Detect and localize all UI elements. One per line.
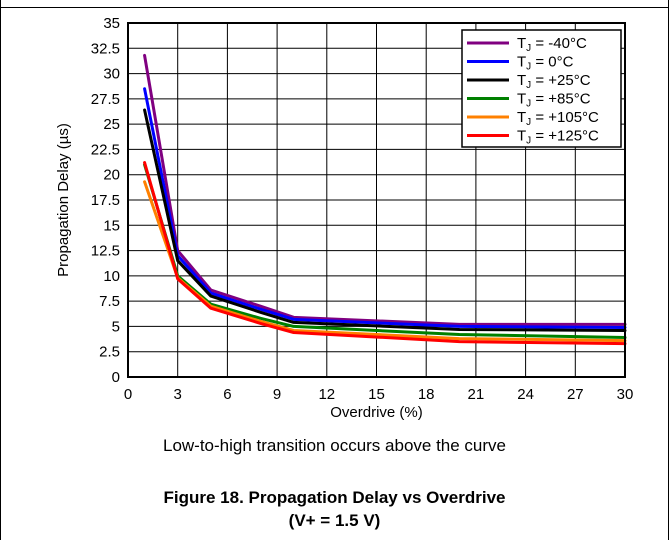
legend-entry: TJ = +25°C [517, 72, 591, 91]
y-tick-label: 15 [103, 217, 120, 234]
x-tick-label: 3 [174, 386, 182, 403]
legend-box [461, 29, 622, 148]
plot-area-border [127, 22, 626, 378]
y-tick-label: 12.5 [91, 243, 120, 260]
x-tick-label: 24 [517, 386, 534, 403]
chart-series [143, 53, 627, 346]
chart-annotation: Low-to-high transition occurs above the … [162, 436, 506, 455]
propagation-delay-chart: 0 3 6 9 12 15 18 21 24 27 30 0 2.5 5 7.5 10 12.5 15 17.5 2… [55, 15, 634, 421]
x-tick-label: 15 [368, 386, 385, 403]
y-axis-label: Propagation Delay (µs) [55, 123, 72, 277]
y-tick-labels: 0 2.5 5 7.5 10 12.5 15 17.5 20 22.5 25 27.5 30 32.5 35 [91, 15, 120, 386]
x-tick-label: 18 [418, 386, 435, 403]
legend-entry: TJ = +125°C [517, 128, 599, 147]
x-tick-label: 21 [468, 386, 485, 403]
x-tick-label: 0 [124, 386, 132, 403]
legend-entry: TJ = +85°C [517, 91, 591, 110]
y-tick-label: 20 [103, 167, 120, 184]
y-tick-label: 22.5 [91, 141, 120, 158]
series-line [143, 163, 627, 340]
figure-caption: Figure 18. Propagation Delay vs Overdriv… [0, 486, 669, 532]
y-tick-label: 17.5 [91, 192, 120, 209]
y-tick-label: 2.5 [99, 344, 120, 361]
x-tick-label: 27 [567, 386, 584, 403]
legend-entry: TJ = -40°C [517, 35, 587, 54]
y-tick-label: 10 [103, 268, 120, 285]
caption-condition: (V+ = 1.5 V) [288, 511, 381, 530]
y-tick-label: 32.5 [91, 40, 120, 57]
x-tick-label: 30 [617, 386, 634, 403]
y-tick-label: 5 [112, 318, 120, 335]
top-border [0, 0, 669, 8]
chart-legend: TJ = -40°CTJ = 0°CTJ = +25°CTJ = +85°CTJ… [461, 29, 622, 148]
x-tick-label: 9 [273, 386, 281, 403]
x-tick-labels: 0 3 6 9 12 15 18 21 24 27 30 [124, 386, 634, 403]
x-tick-label: 6 [223, 386, 231, 403]
x-axis-label: Overdrive (%) [330, 404, 423, 421]
x-tick-label: 12 [318, 386, 335, 403]
legend-entry: TJ = 0°C [517, 54, 574, 73]
series-line [143, 108, 627, 332]
caption-title: Figure 18. Propagation Delay vs Overdriv… [163, 488, 506, 507]
y-tick-label: 35 [103, 15, 120, 32]
y-tick-label: 0 [112, 369, 120, 386]
legend-entry: TJ = +105°C [517, 109, 599, 128]
series-line [143, 161, 627, 346]
y-tick-label: 27.5 [91, 91, 120, 108]
y-tick-label: 30 [103, 66, 120, 83]
series-line [143, 180, 627, 343]
y-tick-label: 25 [103, 116, 120, 133]
y-tick-label: 7.5 [99, 293, 120, 310]
